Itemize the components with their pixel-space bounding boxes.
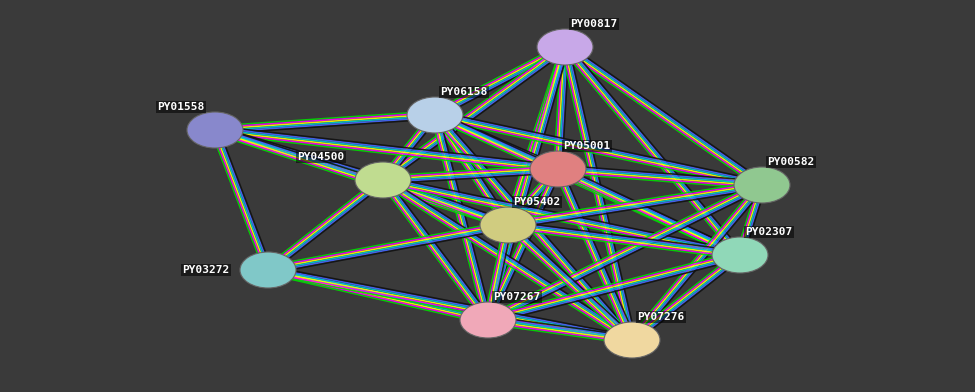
Text: PY07276: PY07276 <box>637 312 684 322</box>
Text: PY05001: PY05001 <box>563 141 610 151</box>
Ellipse shape <box>712 237 768 273</box>
Ellipse shape <box>530 151 586 187</box>
Ellipse shape <box>460 302 516 338</box>
Ellipse shape <box>537 29 593 65</box>
Ellipse shape <box>734 167 790 203</box>
Ellipse shape <box>240 252 296 288</box>
Text: PY00582: PY00582 <box>767 157 814 167</box>
Text: PY05402: PY05402 <box>513 197 561 207</box>
Text: PY02307: PY02307 <box>745 227 793 237</box>
Ellipse shape <box>604 322 660 358</box>
Text: PY00817: PY00817 <box>570 19 617 29</box>
Text: PY07267: PY07267 <box>493 292 540 302</box>
Text: PY04500: PY04500 <box>297 152 344 162</box>
Ellipse shape <box>407 97 463 133</box>
Ellipse shape <box>480 207 536 243</box>
Text: PY03272: PY03272 <box>182 265 229 275</box>
Text: PY06158: PY06158 <box>440 87 488 97</box>
Ellipse shape <box>355 162 411 198</box>
Text: PY01558: PY01558 <box>157 102 204 112</box>
Ellipse shape <box>187 112 243 148</box>
